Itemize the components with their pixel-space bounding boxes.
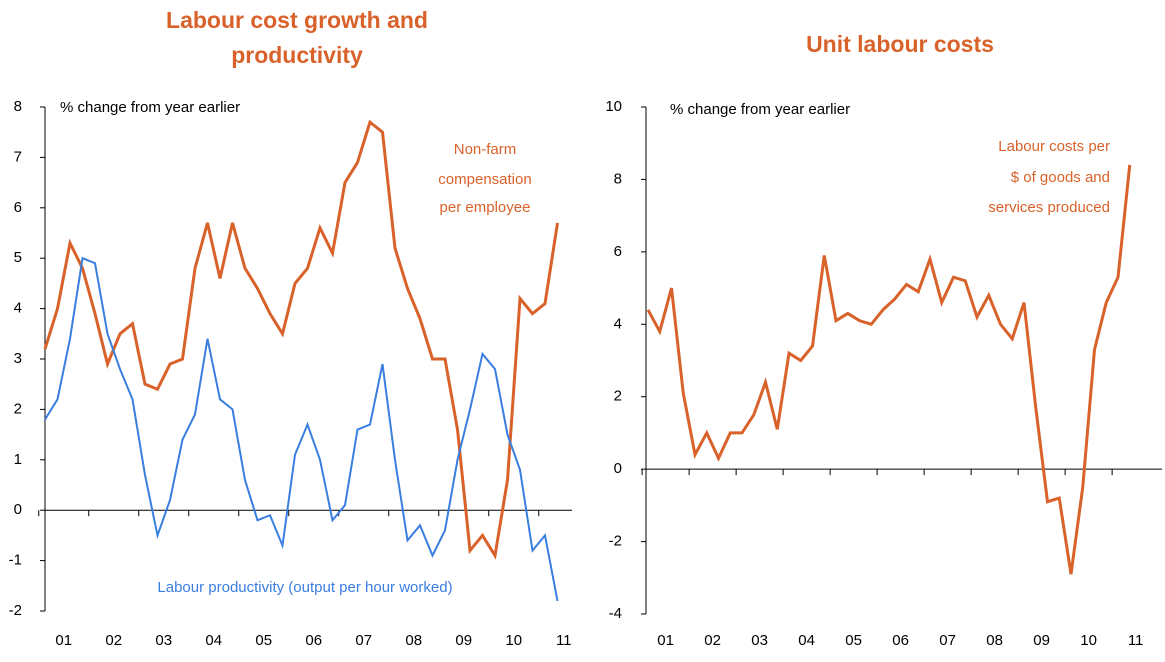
series-label: compensation [438,171,531,188]
x-tick-label: 04 [205,632,222,649]
x-tick-label: 08 [405,632,422,649]
x-tick-label: 10 [505,632,522,649]
series-label: Non-farm [454,141,517,158]
y-tick-label: -4 [609,605,622,622]
x-tick-label: 02 [704,632,721,649]
series-label: per employee [440,199,531,216]
x-tick-label: 07 [355,632,372,649]
x-tick-label: 03 [751,632,768,649]
y-tick-label: 4 [14,300,22,317]
y-tick-label: -1 [9,552,22,569]
x-tick-label: 08 [986,632,1003,649]
chart-title: Unit labour costs [806,31,994,57]
x-tick-label: 05 [255,632,272,649]
y-tick-label: 0 [614,460,622,477]
x-tick-label: 07 [939,632,956,649]
y-tick-label: 1 [14,451,22,468]
y-tick-label: 2 [614,388,622,405]
data-line [646,164,1132,575]
y-tick-label: 10 [605,98,622,115]
y-tick-label: -2 [609,533,622,550]
y-axis-label: % change from year earlier [670,101,850,118]
x-tick-label: 06 [892,632,909,649]
series-label: $ of goods and [1011,169,1110,186]
y-tick-label: 6 [14,199,22,216]
y-tick-label: 8 [614,170,622,187]
y-tick-label: 2 [14,400,22,417]
x-tick-label: 02 [105,632,122,649]
data-line [43,119,559,560]
y-tick-label: 8 [14,98,22,115]
x-tick-label: 09 [1033,632,1050,649]
y-tick-label: -2 [9,602,22,619]
x-tick-label: 06 [305,632,322,649]
y-tick-label: 5 [14,249,22,266]
series-label: Labour productivity (output per hour wor… [157,579,452,596]
data-line [44,256,559,602]
x-tick-label: 05 [845,632,862,649]
x-tick-label: 11 [1128,632,1144,649]
y-tick-label: 6 [614,243,622,260]
x-tick-label: 10 [1080,632,1097,649]
x-tick-label: 01 [657,632,674,649]
x-tick-label: 09 [455,632,472,649]
chart-title: productivity [231,42,363,68]
y-tick-label: 4 [614,315,622,332]
y-axis-label: % change from year earlier [60,99,240,116]
x-tick-label: 11 [556,632,572,649]
x-tick-label: 03 [155,632,172,649]
x-tick-label: 01 [55,632,72,649]
series-label: services produced [988,199,1110,216]
chart-title: Labour cost growth and [166,7,428,33]
x-tick-label: 04 [798,632,815,649]
y-tick-label: 7 [14,148,22,165]
y-tick-label: 3 [14,350,22,367]
series-label: Labour costs per [998,138,1110,155]
y-tick-label: 0 [14,501,22,518]
